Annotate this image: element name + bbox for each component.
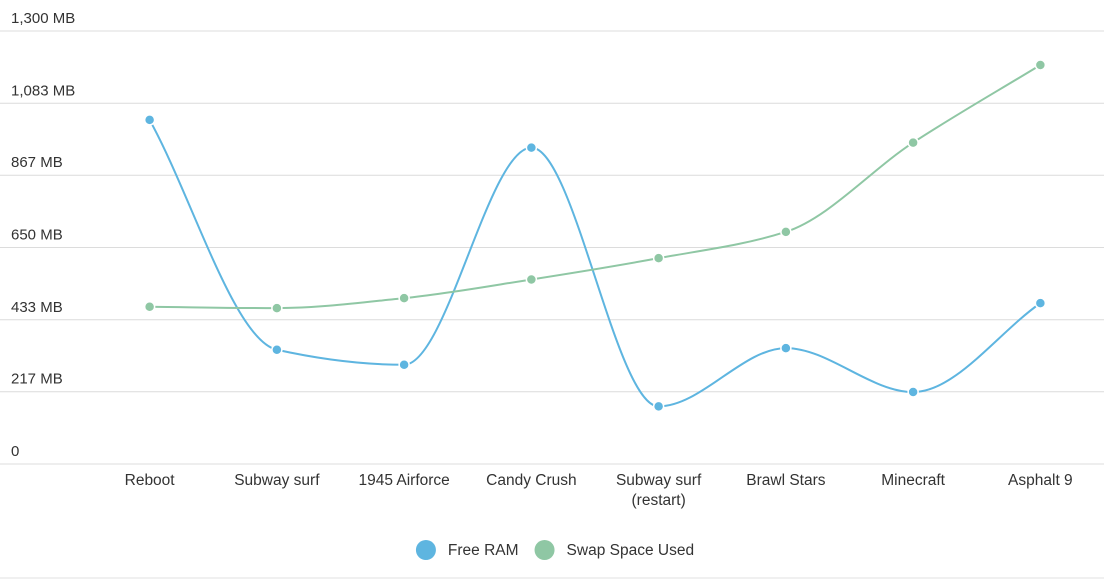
- series-free-ram: [143, 114, 1047, 413]
- data-point-swap-space-used[interactable]: [271, 302, 283, 314]
- legend-item-free-ram[interactable]: Free RAM: [415, 540, 519, 560]
- y-tick-label: 650 MB: [11, 227, 63, 244]
- x-tick-label: 1945 Airforce: [358, 472, 449, 489]
- legend-marker: [415, 540, 436, 560]
- legend-label: Swap Space Used: [567, 542, 695, 559]
- y-tick-label: 433 MB: [11, 299, 63, 316]
- legend: Free RAM Swap Space Used: [0, 540, 1104, 579]
- data-point-free-ram[interactable]: [143, 114, 156, 126]
- x-tick-label: Subway surf (restart): [616, 472, 702, 509]
- data-point-free-ram[interactable]: [907, 386, 919, 398]
- data-point-swap-space-used[interactable]: [1034, 59, 1047, 71]
- data-point-free-ram[interactable]: [1034, 297, 1047, 309]
- y-tick-label: 867 MB: [11, 154, 63, 171]
- series-line-free-ram: [148, 119, 1041, 408]
- data-point-free-ram[interactable]: [780, 342, 792, 354]
- series-layer: [143, 59, 1047, 413]
- x-tick-label: Subway surf: [234, 472, 320, 489]
- x-tick-label: Reboot: [125, 472, 176, 489]
- data-point-swap-space-used[interactable]: [398, 292, 410, 304]
- data-point-free-ram[interactable]: [271, 344, 283, 356]
- y-axis-tick-labels: 0 217 MB 433 MB 650 MB 867 MB 1,083 MB 1,300 M…: [11, 10, 75, 460]
- data-point-swap-space-used[interactable]: [525, 273, 538, 286]
- legend-label: Free RAM: [448, 542, 519, 559]
- y-tick-label: 1,083 MB: [11, 82, 75, 99]
- x-tick-label: Candy Crush: [486, 472, 576, 489]
- y-tick-label: 1,300 MB: [11, 10, 75, 27]
- legend-marker: [534, 540, 555, 560]
- data-point-swap-space-used[interactable]: [143, 301, 156, 313]
- data-point-free-ram[interactable]: [398, 358, 410, 371]
- data-point-swap-space-used[interactable]: [780, 226, 792, 238]
- x-tick-label: Minecraft: [881, 472, 945, 489]
- legend-item-swap-space-used[interactable]: Swap Space Used: [534, 540, 695, 560]
- data-point-free-ram[interactable]: [652, 400, 665, 413]
- data-point-free-ram[interactable]: [525, 141, 538, 154]
- series-swap-space-used: [143, 59, 1047, 314]
- data-point-swap-space-used[interactable]: [652, 252, 665, 264]
- data-point-swap-space-used[interactable]: [907, 136, 919, 149]
- x-tick-label: Asphalt 9: [1008, 472, 1073, 489]
- series-line-swap-space-used: [149, 64, 1041, 310]
- gridlines: [0, 30, 1104, 465]
- x-tick-label: Brawl Stars: [746, 472, 825, 489]
- x-axis-tick-labels: Reboot Subway surf 1945 Airforce Candy Crus…: [125, 472, 1073, 509]
- y-tick-label: 217 MB: [11, 371, 63, 388]
- y-tick-label: 0: [11, 443, 19, 460]
